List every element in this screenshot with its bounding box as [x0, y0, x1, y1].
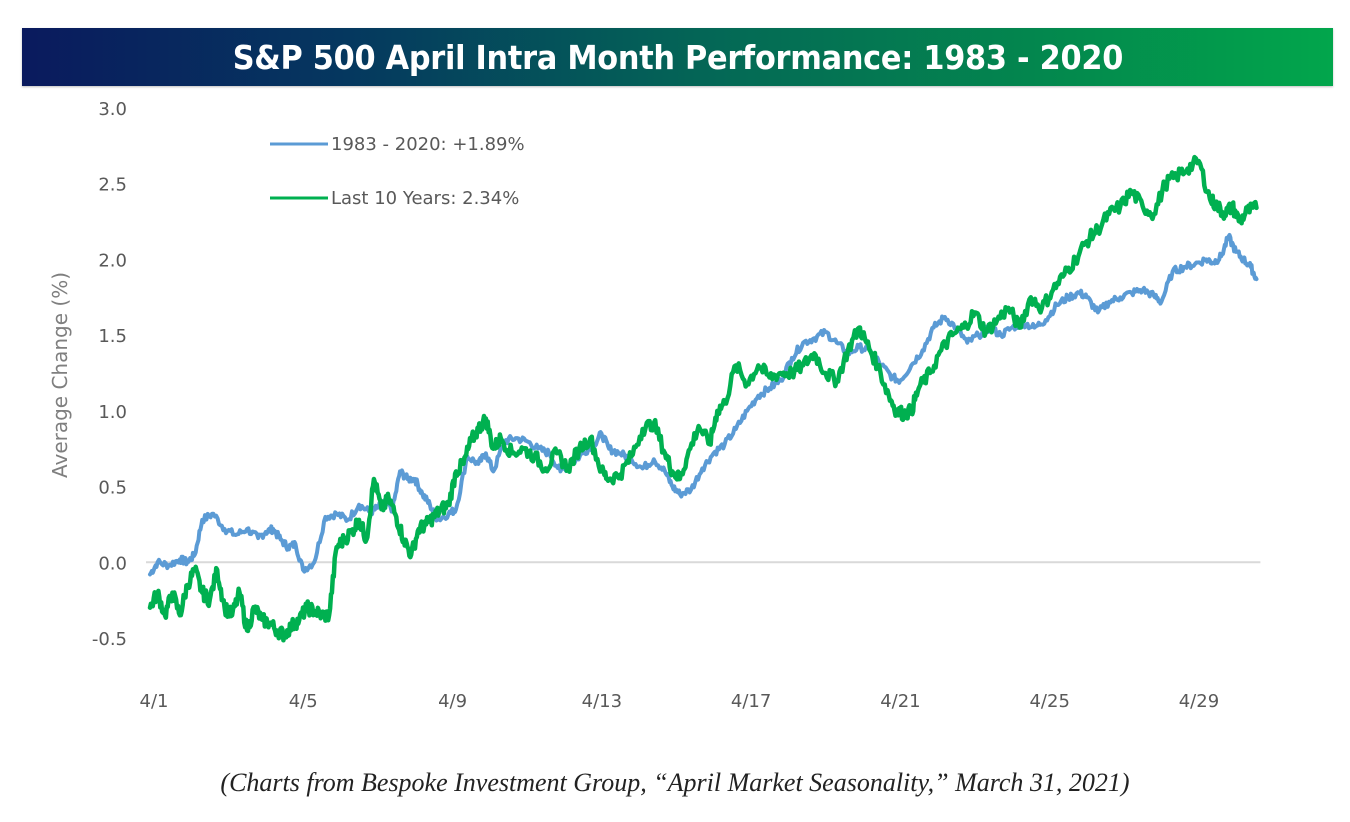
legend-label-long-term: 1983 - 2020: +1.89%: [331, 134, 525, 155]
y-tick-label: 0.0: [98, 553, 127, 574]
series-group: [147, 154, 1259, 643]
x-tick-label: 4/21: [880, 691, 920, 712]
y-tick-label: 0.5: [98, 478, 127, 499]
x-tick-label: 4/5: [289, 691, 318, 712]
y-tick-label: 2.5: [98, 175, 127, 196]
y-axis-label-group: Average Change (%): [48, 272, 72, 478]
legend-item-last10: Last 10 Years: 2.34%: [270, 188, 519, 209]
legend-label-last10: Last 10 Years: 2.34%: [331, 188, 519, 209]
y-tick-label: 1.0: [98, 402, 127, 423]
series-line-last10: [147, 154, 1259, 643]
x-tick-label: 4/29: [1179, 691, 1219, 712]
y-tick-label: 1.5: [98, 326, 127, 347]
source-caption: (Charts from Bespoke Investment Group, “…: [220, 768, 1130, 797]
x-tick-label: 4/13: [582, 691, 622, 712]
y-tick-label: 3.0: [98, 99, 127, 120]
x-tick-label: 4/25: [1029, 691, 1069, 712]
x-tick-label: 4/9: [438, 691, 467, 712]
x-tick-label: 4/1: [140, 691, 169, 712]
series-line-long-term: [148, 233, 1259, 577]
x-tick-labels: 4/1 4/5 4/9 4/13 4/17 4/21 4/25 4/29: [140, 691, 1220, 712]
x-tick-label: 4/17: [731, 691, 771, 712]
title-bar: S&P 500 April Intra Month Performance: 1…: [22, 28, 1333, 86]
y-axis-label: Average Change (%): [48, 272, 72, 478]
legend: 1983 - 2020: +1.89% Last 10 Years: 2.34%: [270, 134, 525, 209]
y-tick-labels: 3.0 2.5 2.0 1.5 1.0 0.5 0.0 -0.5: [92, 99, 127, 650]
y-tick-label: 2.0: [98, 250, 127, 271]
y-tick-label: -0.5: [92, 629, 127, 650]
legend-item-long-term: 1983 - 2020: +1.89%: [270, 134, 525, 155]
chart-title: S&P 500 April Intra Month Performance: 1…: [232, 37, 1123, 77]
